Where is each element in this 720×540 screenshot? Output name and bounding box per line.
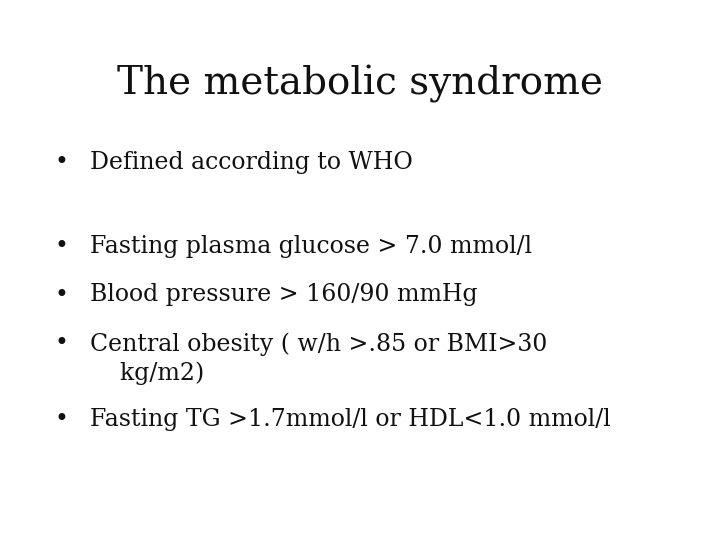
Text: Blood pressure > 160/90 mmHg: Blood pressure > 160/90 mmHg [90, 284, 477, 307]
Text: •: • [54, 332, 68, 355]
Text: Fasting plasma glucose > 7.0 mmol/l: Fasting plasma glucose > 7.0 mmol/l [90, 235, 532, 258]
Text: •: • [54, 151, 68, 174]
Text: •: • [54, 408, 68, 431]
Text: •: • [54, 235, 68, 258]
Text: The metabolic syndrome: The metabolic syndrome [117, 65, 603, 103]
Text: •: • [54, 284, 68, 307]
Text: Defined according to WHO: Defined according to WHO [90, 151, 413, 174]
Text: Fasting TG >1.7mmol/l or HDL<1.0 mmol/l: Fasting TG >1.7mmol/l or HDL<1.0 mmol/l [90, 408, 611, 431]
Text: Central obesity ( w/h >.85 or BMI>30
    kg/m2): Central obesity ( w/h >.85 or BMI>30 kg/… [90, 332, 547, 384]
